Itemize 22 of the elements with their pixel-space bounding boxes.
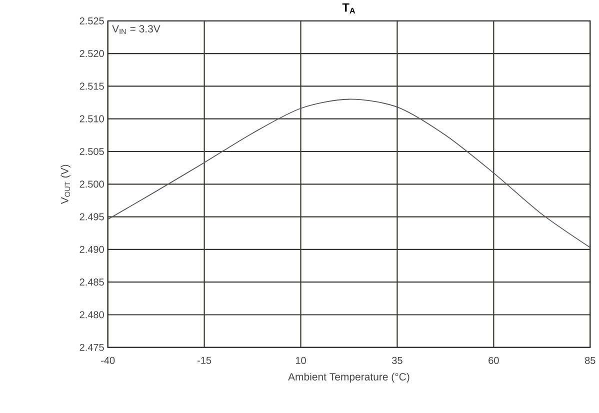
chart-title: T$_{A}$ xyxy=(342,3,356,14)
x-tick-label: 10 xyxy=(296,356,306,364)
y-tick-label: 2.475 xyxy=(80,344,104,351)
y-tick-label: 2.525 xyxy=(80,17,104,24)
line-series xyxy=(107,98,591,248)
y-tick-label: 2.490 xyxy=(80,246,104,253)
x-tick-label: -40 xyxy=(101,356,115,364)
y-tick-label: 2.520 xyxy=(80,50,104,57)
x-tick-label: 85 xyxy=(585,356,596,364)
y-tick-label: 2.515 xyxy=(80,82,104,90)
y-tick-label: 2.510 xyxy=(80,115,104,122)
x-tick-label: 60 xyxy=(488,356,499,364)
x-tick-label: 35 xyxy=(392,356,402,364)
y-tick-label: 2.505 xyxy=(80,148,104,155)
x-axis-title: Ambient Temperature (°C) xyxy=(288,372,410,382)
y-tick-label: 2.495 xyxy=(80,213,104,220)
y-axis-title: V$_{OUT}$ (V) xyxy=(60,164,70,204)
y-tick-label: 2.485 xyxy=(80,278,104,286)
x-tick-label: -15 xyxy=(198,356,212,364)
annotation: V$_{IN}$ = 3.3V xyxy=(112,24,160,34)
y-tick-label: 2.500 xyxy=(80,180,104,188)
y-tick-label: 2.480 xyxy=(80,311,104,318)
